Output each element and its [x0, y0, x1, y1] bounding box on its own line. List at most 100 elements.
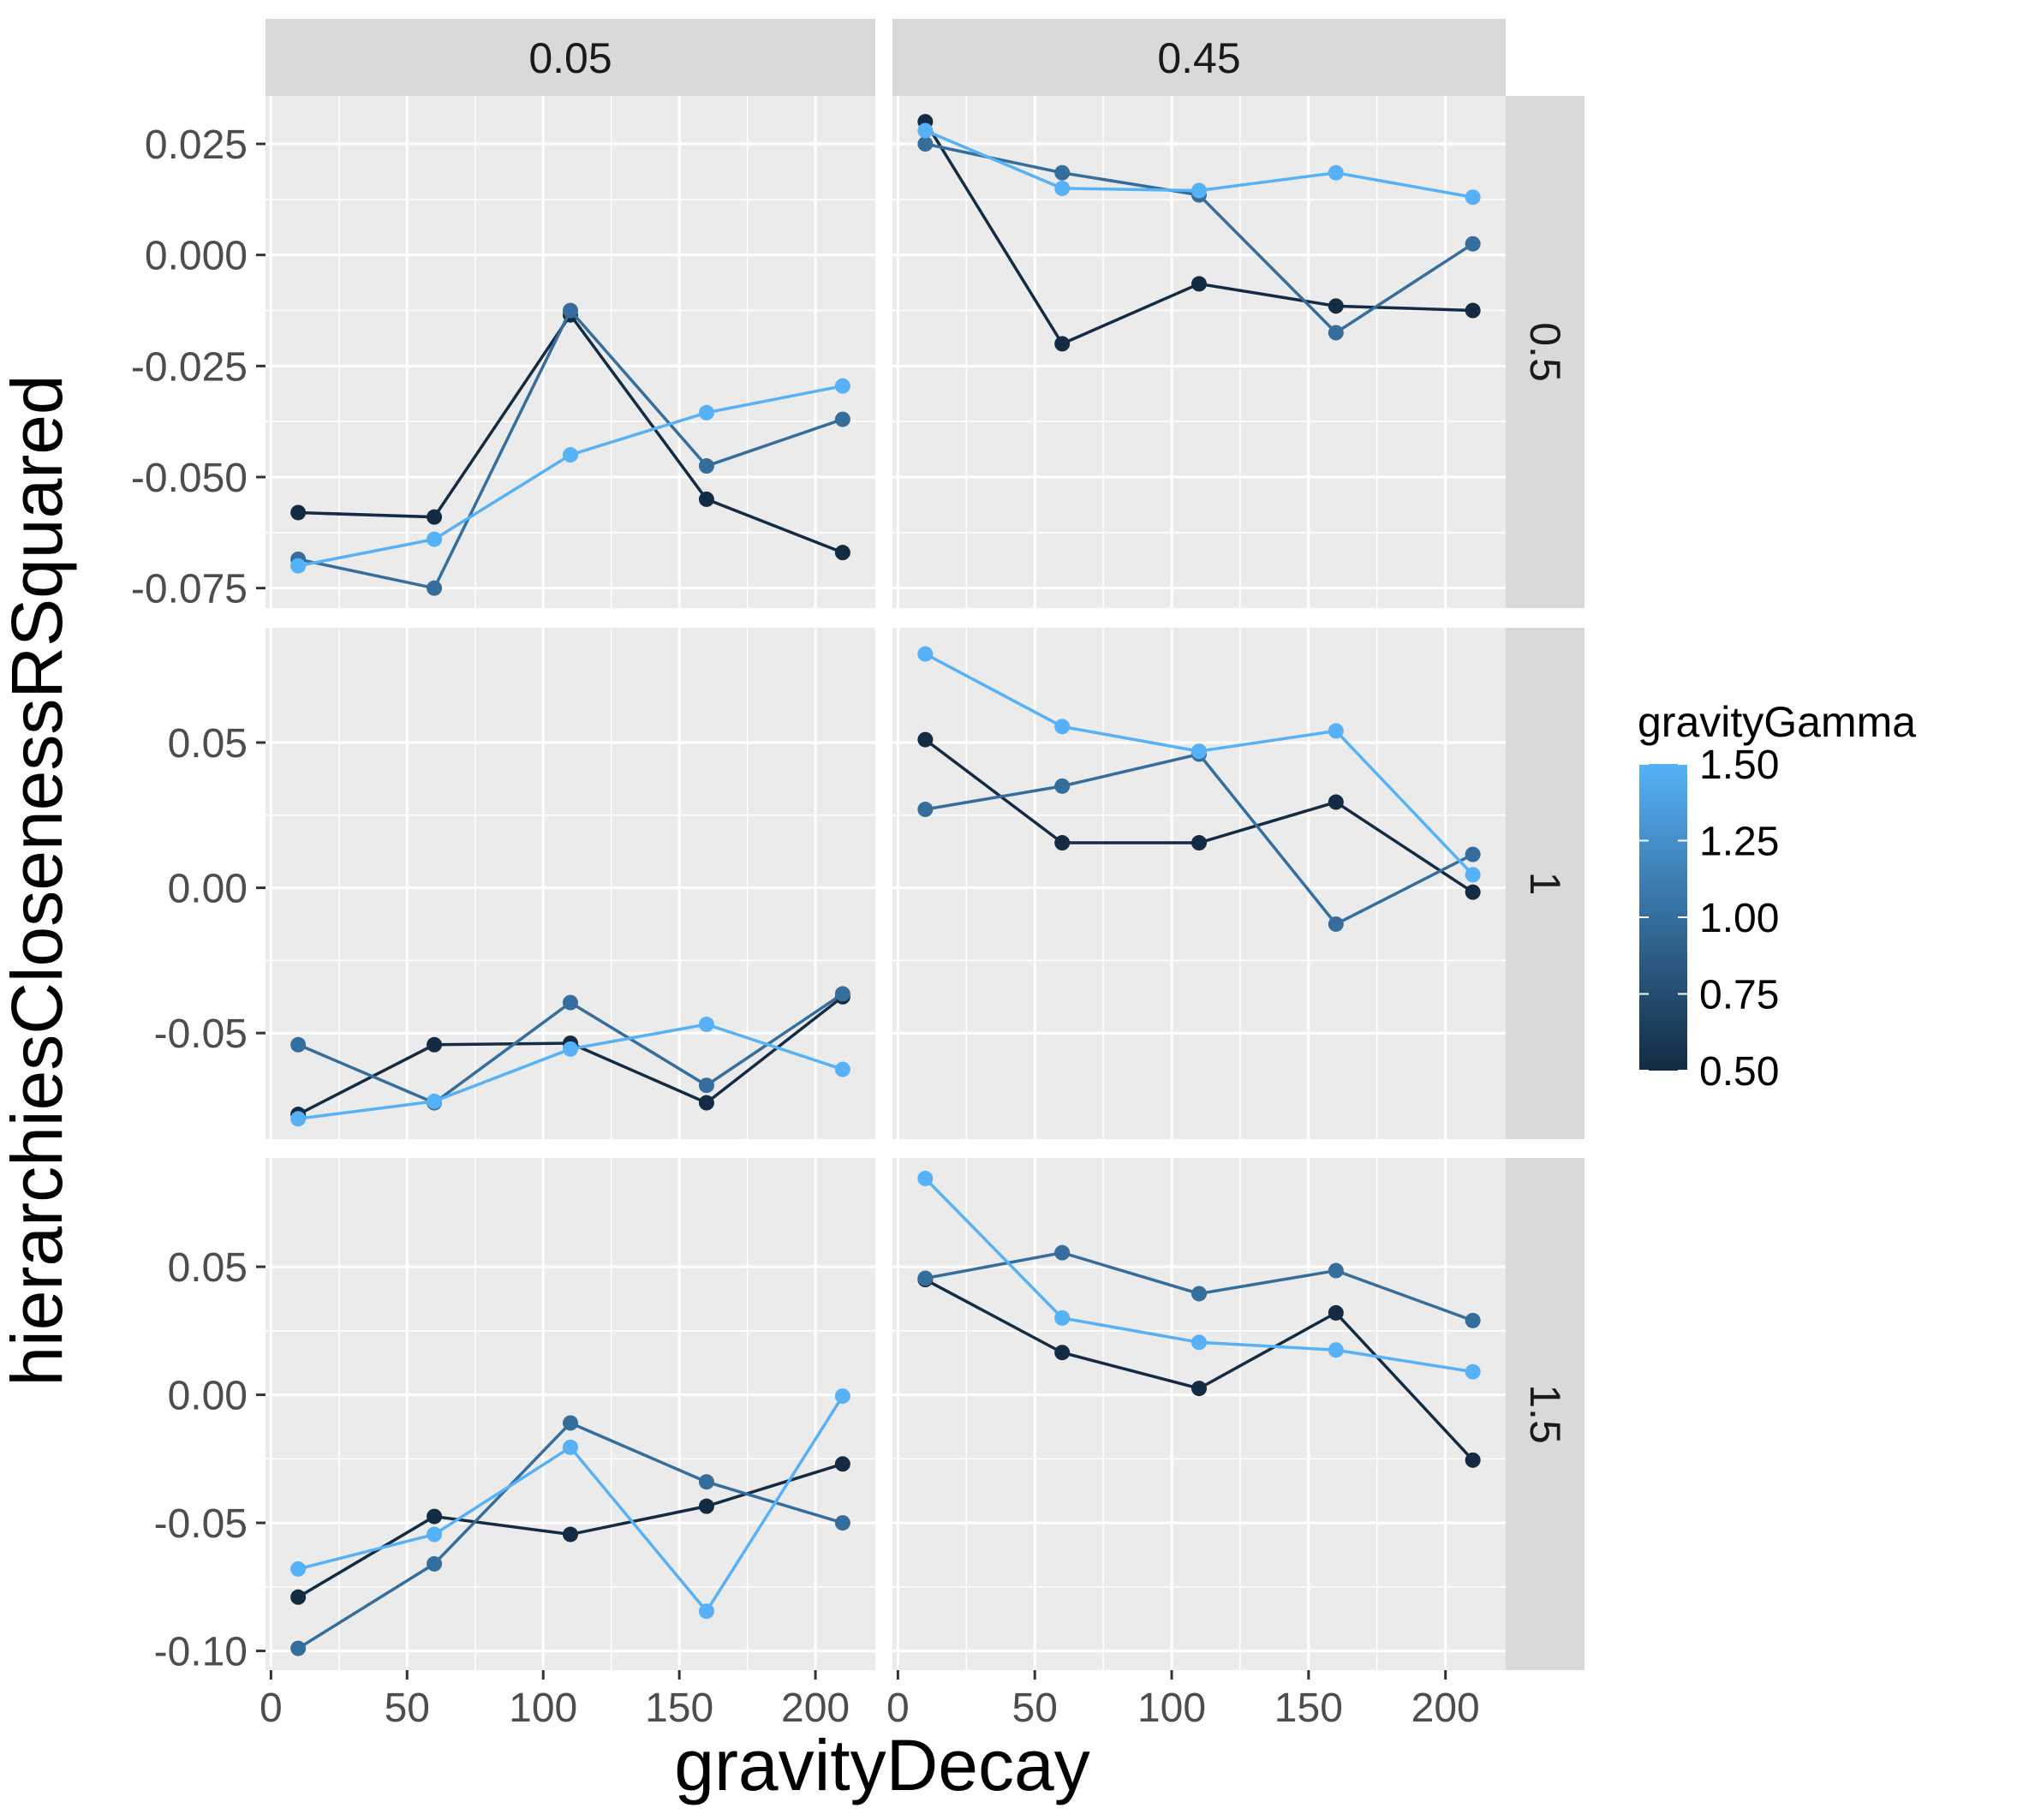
panel-1-0: [266, 628, 875, 1139]
row-strip-label: 0.5: [1521, 322, 1569, 382]
legend-break-label: 0.75: [1699, 973, 1779, 1018]
data-point: [917, 122, 934, 139]
panel-background: [266, 628, 875, 1139]
data-point: [427, 1555, 443, 1572]
data-point: [698, 458, 714, 474]
x-tick-label: 50: [1012, 1686, 1058, 1731]
data-point: [563, 1041, 578, 1057]
x-tick-label: 200: [1411, 1686, 1480, 1731]
panel-series-2-1: [917, 1170, 1481, 1468]
data-point: [563, 1439, 578, 1455]
data-point: [1328, 164, 1344, 181]
panel-2-0: [266, 1158, 875, 1670]
x-tick-label: 0: [260, 1686, 283, 1731]
data-point: [834, 986, 850, 1002]
panel-0-1: [892, 96, 1506, 608]
data-point: [290, 1111, 307, 1127]
data-point: [834, 1388, 850, 1405]
panel-background: [266, 1158, 875, 1670]
data-point: [290, 1589, 307, 1605]
legend-break-label: 1.00: [1699, 896, 1779, 941]
legend-break-label: 0.50: [1699, 1049, 1779, 1095]
data-point: [427, 1526, 443, 1543]
panel-series-0-1: [917, 114, 1481, 352]
data-point: [1465, 1452, 1481, 1468]
data-point: [1328, 1304, 1344, 1321]
panel-background: [892, 1158, 1506, 1670]
row-strip-background: [1506, 628, 1584, 1139]
y-tick-label: -0.075: [131, 567, 248, 612]
data-point: [698, 1017, 714, 1033]
panel-series-0-0: [290, 302, 850, 596]
data-point: [427, 1036, 443, 1053]
y-tick-label: 0.00: [168, 1374, 248, 1419]
row-strip-1: 1: [1506, 628, 1584, 1139]
col-strip-0.05: 0.05: [266, 19, 875, 96]
data-point: [1054, 778, 1071, 794]
data-point: [834, 411, 850, 427]
col-strip-0.45: 0.45: [892, 19, 1506, 96]
data-point: [698, 1474, 714, 1490]
y-tick-label: -0.05: [154, 1501, 248, 1547]
data-point: [917, 1170, 934, 1186]
data-point: [563, 994, 578, 1011]
data-point: [834, 378, 850, 394]
y-tick-label: -0.050: [131, 456, 248, 501]
y-tick-label: 0.00: [168, 867, 248, 912]
data-point: [1054, 835, 1071, 851]
data-point: [290, 1640, 307, 1656]
col-strip-background: [892, 19, 1506, 96]
data-point: [1465, 867, 1481, 883]
legend-ticks: 1.50 1.25 1.00 0.75 0.50: [1639, 743, 1779, 1095]
x-tick-label: 0: [886, 1686, 910, 1731]
panel-background: [892, 628, 1506, 1139]
data-point: [698, 491, 714, 507]
col-strip-label: 0.05: [528, 34, 612, 82]
data-point: [834, 545, 850, 561]
panel-series-1-1: [917, 646, 1481, 932]
panel-series-1-0: [290, 986, 850, 1127]
data-point: [698, 1603, 714, 1620]
data-point: [917, 646, 934, 662]
panel-series-2-0: [290, 1388, 850, 1656]
data-point: [1328, 298, 1344, 314]
data-point: [1054, 180, 1071, 196]
data-point: [427, 1093, 443, 1109]
data-point: [563, 1526, 578, 1543]
data-point: [1465, 846, 1481, 862]
data-point: [290, 558, 307, 574]
row-strip-background: [1506, 96, 1584, 608]
data-point: [427, 531, 443, 547]
data-point: [834, 1515, 850, 1531]
legend-break-label: 1.50: [1699, 743, 1779, 788]
x-axis-title: gravityDecay: [674, 1725, 1090, 1805]
data-point: [1328, 1262, 1344, 1279]
x-tick-label: 200: [781, 1686, 850, 1731]
data-point: [1328, 1342, 1344, 1358]
data-point: [427, 509, 443, 525]
data-point: [1328, 794, 1344, 810]
data-point: [1191, 1334, 1207, 1351]
x-tick-label: 50: [385, 1686, 430, 1731]
legend-title: gravityGamma: [1638, 698, 1916, 746]
facet-strips: 0.5 1 1.5 0.05 0.45: [266, 19, 1584, 1670]
data-point: [1191, 1381, 1207, 1397]
data-point: [563, 1415, 578, 1431]
data-point: [1191, 276, 1207, 292]
col-strip-label: 0.45: [1157, 34, 1240, 82]
data-point: [1465, 1364, 1481, 1380]
panel-2-1: [892, 1158, 1506, 1670]
data-point: [698, 1095, 714, 1111]
data-point: [290, 504, 307, 521]
data-point: [427, 580, 443, 596]
y-tick-label: -0.05: [154, 1011, 248, 1057]
panel-0-0: [266, 96, 875, 608]
data-point: [427, 1508, 443, 1525]
data-point: [1054, 719, 1071, 735]
panel-background: [266, 96, 875, 608]
x-tick-label: 100: [1137, 1686, 1206, 1731]
y-axis-title: hierarchiesClosenessRSquared: [0, 374, 77, 1386]
data-point: [698, 404, 714, 421]
data-point: [563, 447, 578, 463]
